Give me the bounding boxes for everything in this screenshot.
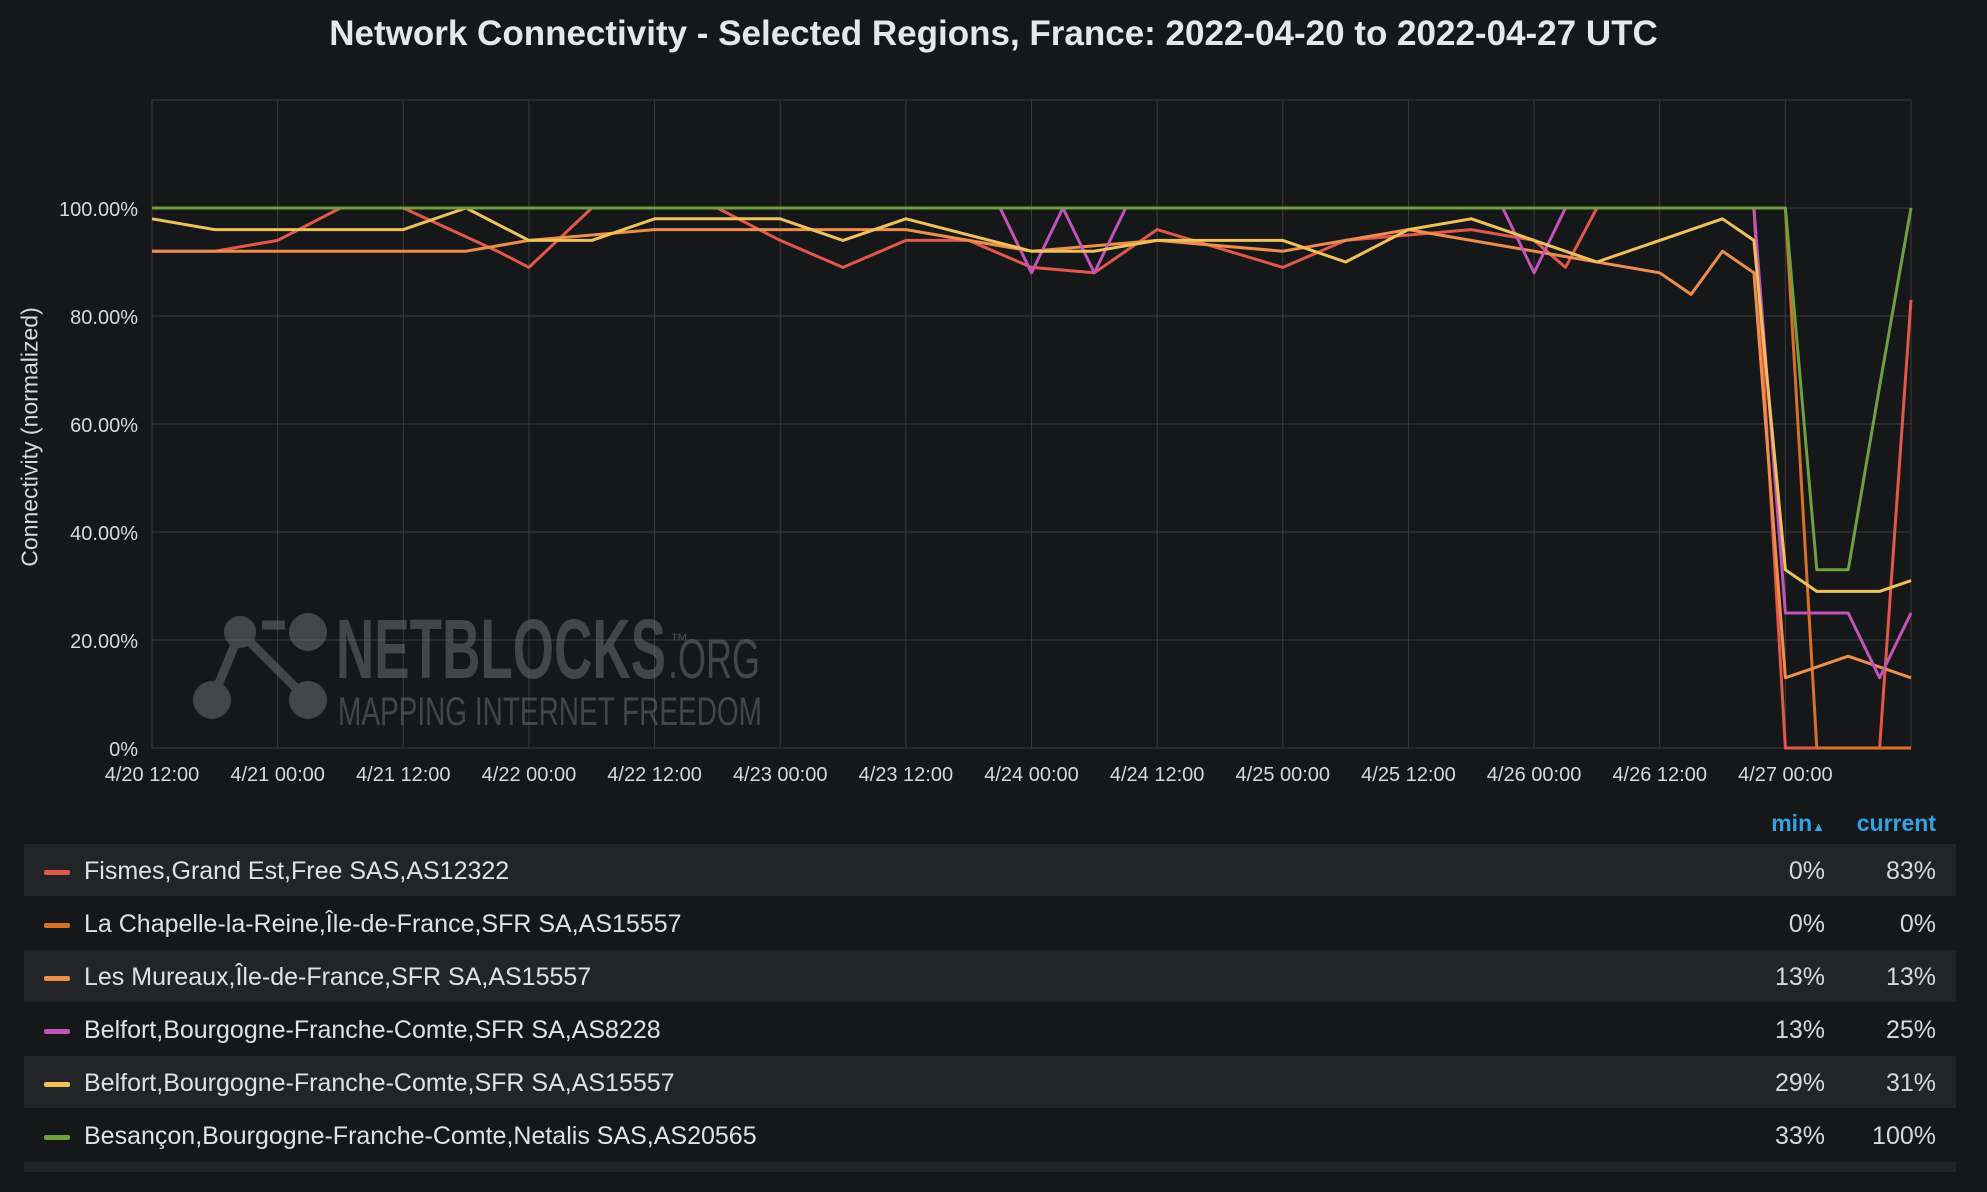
x-tick-label: 4/25 12:00: [1361, 764, 1456, 786]
legend-min-value: 0%: [1788, 857, 1825, 885]
series-color-swatch: [44, 1082, 70, 1087]
current-column-header[interactable]: current: [1856, 810, 1936, 836]
legend-min-value: 13%: [1774, 1016, 1825, 1044]
watermark-tm: ™: [670, 630, 688, 650]
legend-row[interactable]: Les Mureaux,Île-de-France,SFR SA,AS15557…: [24, 950, 1956, 1002]
legend-min-value: 29%: [1774, 1069, 1825, 1097]
series-line-4[interactable]: [152, 206, 1913, 680]
x-tick-label: 4/25 00:00: [1236, 764, 1331, 786]
watermark-tagline: MAPPING INTERNET FREEDOM: [338, 690, 762, 734]
legend-series-name[interactable]: Les Mureaux,Île-de-France,SFR SA,AS15557: [84, 963, 592, 991]
x-tick-label: 4/23 00:00: [733, 764, 828, 786]
series-line-6[interactable]: [152, 206, 1913, 572]
x-tick-labels: 4/20 12:00 4/21 00:00 4/21 12:00 4/22 00:00…: [105, 764, 1833, 786]
legend-series-name[interactable]: Besançon,Bourgogne-Franche-Comte,Netalis…: [84, 1122, 757, 1150]
legend-row[interactable]: Belfort,Bourgogne-Franche-Comte,SFR SA,A…: [24, 1056, 1956, 1108]
legend-current-value: 31%: [1885, 1069, 1936, 1097]
legend-series-name[interactable]: Belfort,Bourgogne-Franche-Comte,SFR SA,A…: [84, 1016, 661, 1044]
series-color-swatch: [44, 976, 70, 981]
series-layer: [151, 206, 1913, 750]
series-color-swatch: [44, 1135, 70, 1140]
legend-series-name[interactable]: Belfort,Bourgogne-Franche-Comte,SFR SA,A…: [84, 1069, 675, 1097]
legend-min-value: 13%: [1774, 963, 1825, 991]
legend-current-value: 0%: [1899, 910, 1936, 938]
x-tick-label: 4/27 00:00: [1738, 764, 1833, 786]
series-line-1[interactable]: [152, 206, 1913, 750]
y-tick-label: 20.00%: [70, 631, 138, 653]
watermark-tld: .ORG: [668, 627, 760, 690]
series-line-5[interactable]: [151, 206, 1912, 593]
x-tick-label: 4/20 12:00: [105, 764, 200, 786]
y-tick-label: 0%: [109, 739, 138, 761]
legend-min-value: 0%: [1788, 910, 1825, 938]
line-chart: NETBLOCKS ™ .ORG MAPPING INTERNET FREEDO…: [59, 99, 1913, 786]
x-tick-label: 4/21 12:00: [356, 764, 451, 786]
legend-series-name[interactable]: La Chapelle-la-Reine,Île-de-France,SFR S…: [84, 910, 682, 938]
legend-scrollbar[interactable]: [24, 1162, 1956, 1172]
legend-row[interactable]: Fismes,Grand Est,Free SAS,AS12322 0% 83%: [24, 844, 1956, 896]
series-color-swatch: [44, 870, 70, 875]
min-column-header[interactable]: min▲: [1771, 810, 1825, 836]
x-tick-label: 4/23 12:00: [859, 764, 954, 786]
x-tick-label: 4/22 00:00: [482, 764, 577, 786]
legend-current-value: 83%: [1885, 857, 1936, 885]
y-tick-labels: 0% 20.00% 40.00% 60.00% 80.00% 100.00%: [59, 199, 138, 761]
legend-current-value: 13%: [1885, 963, 1936, 991]
x-tick-label: 4/26 12:00: [1612, 764, 1707, 786]
y-tick-label: 100.00%: [59, 199, 138, 221]
netblocks-logo-icon: [193, 613, 327, 719]
sort-up-icon: ▲: [1812, 819, 1825, 834]
y-tick-label: 80.00%: [70, 307, 138, 329]
y-tick-label: 60.00%: [70, 415, 138, 437]
x-tick-label: 4/22 12:00: [607, 764, 702, 786]
watermark-brand: NETBLOCKS: [336, 602, 666, 696]
legend-row[interactable]: La Chapelle-la-Reine,Île-de-France,SFR S…: [24, 897, 1956, 949]
legend-row[interactable]: Belfort,Bourgogne-Franche-Comte,SFR SA,A…: [24, 1003, 1956, 1055]
x-tick-label: 4/21 00:00: [230, 764, 325, 786]
legend-header: min▲ current: [24, 806, 1956, 844]
legend-series-name[interactable]: Fismes,Grand Est,Free SAS,AS12322: [84, 857, 510, 885]
x-tick-label: 4/26 00:00: [1487, 764, 1582, 786]
series-color-swatch: [44, 1029, 70, 1034]
legend-current-value: 25%: [1885, 1016, 1936, 1044]
legend-table: min▲ current Fismes,Grand Est,Free SAS,A…: [24, 806, 1956, 1162]
legend-current-value: 100%: [1872, 1122, 1936, 1150]
netblocks-watermark: NETBLOCKS ™ .ORG MAPPING INTERNET FREEDO…: [193, 602, 762, 734]
x-tick-label: 4/24 12:00: [1110, 764, 1205, 786]
chart-title: Network Connectivity - Selected Regions,…: [329, 14, 1658, 53]
legend-row[interactable]: Besançon,Bourgogne-Franche-Comte,Netalis…: [24, 1109, 1956, 1161]
legend-min-value: 33%: [1774, 1122, 1825, 1150]
series-color-swatch: [44, 923, 70, 928]
x-tick-label: 4/24 00:00: [984, 764, 1079, 786]
y-tick-label: 40.00%: [70, 523, 138, 545]
